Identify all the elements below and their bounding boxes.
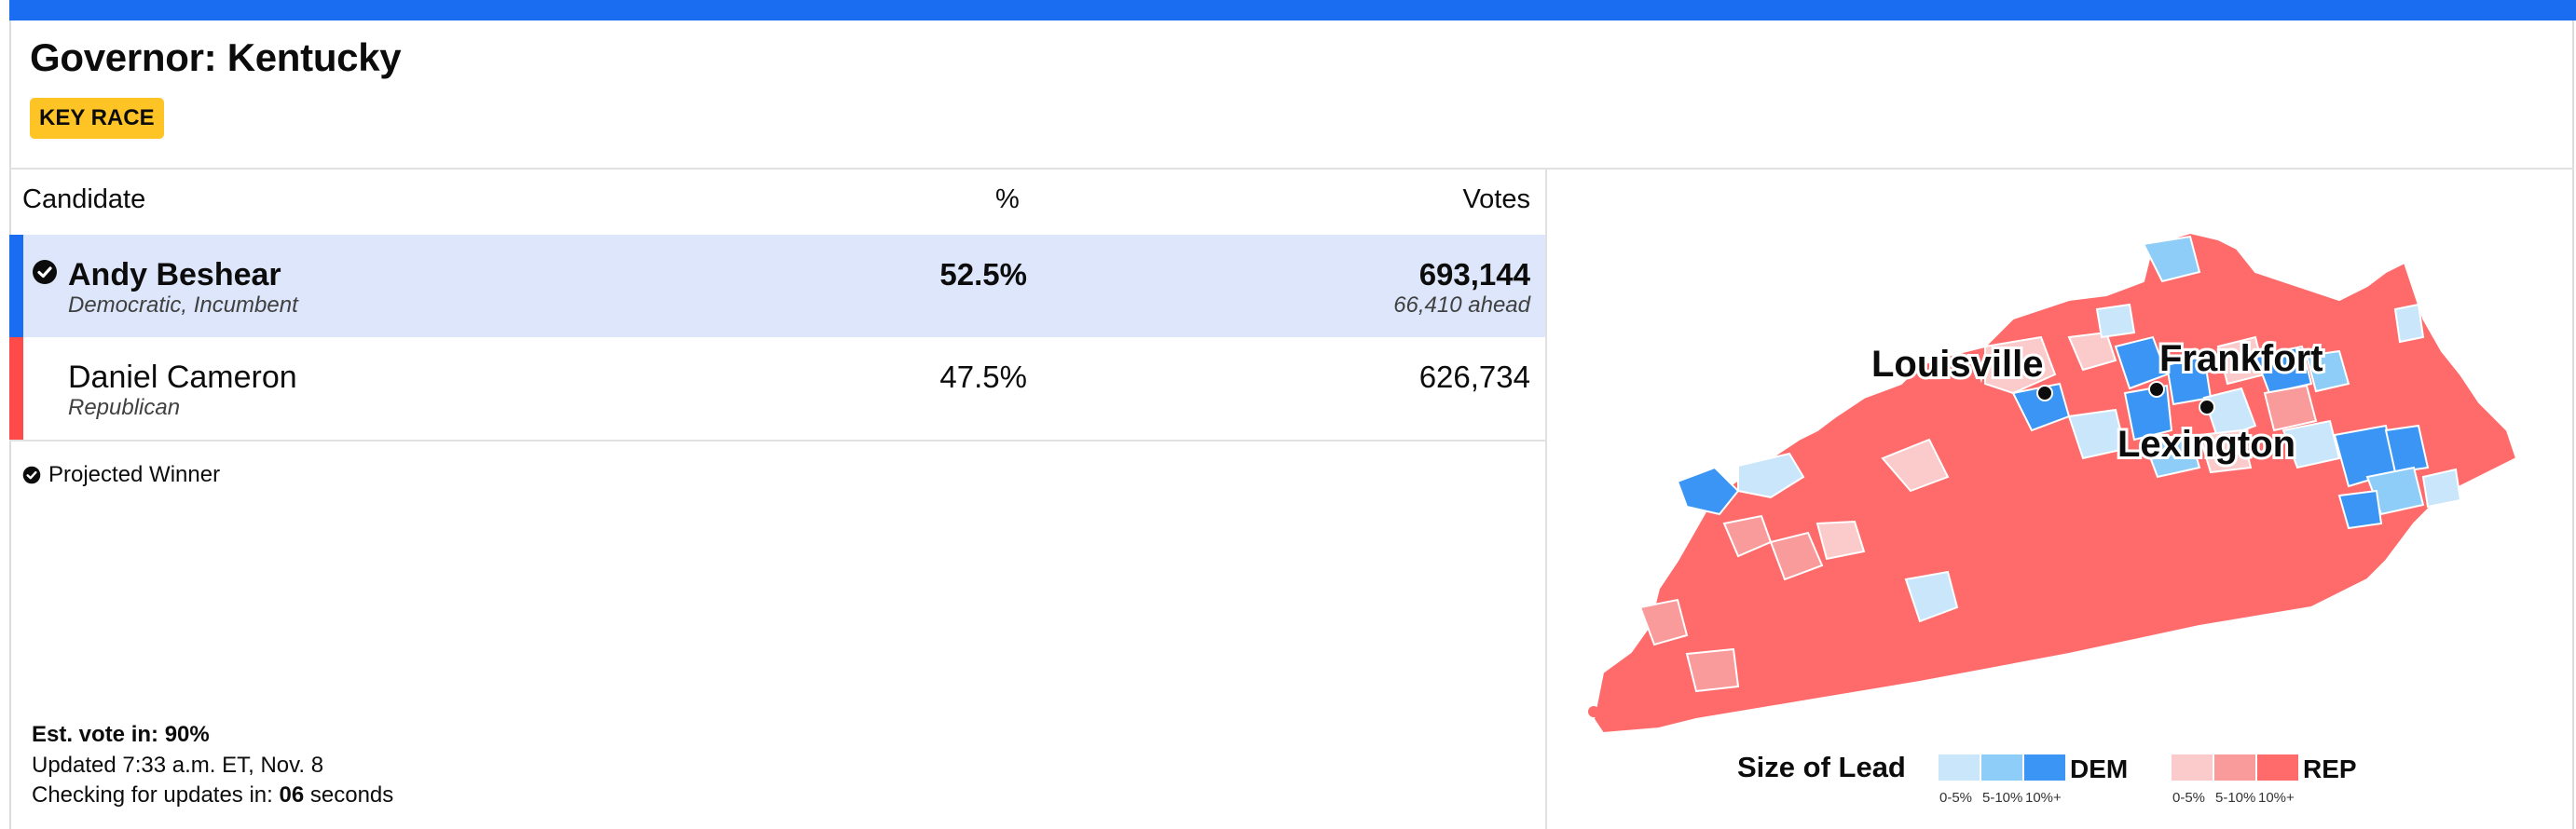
- candidate-name: Daniel Cameron: [68, 360, 297, 395]
- race-title: Governor: Kentucky: [30, 35, 402, 79]
- county-shape[interactable]: [2384, 424, 2430, 474]
- update-countdown: Checking for updates in: 06 seconds: [32, 782, 393, 809]
- key-race-badge: KEY RACE: [30, 98, 164, 139]
- legend-dem-label: DEM: [2070, 754, 2128, 783]
- county-shape[interactable]: [1881, 438, 1950, 493]
- countdown-prefix: Checking for updates in:: [32, 782, 280, 808]
- party-color-stripe: [9, 235, 23, 337]
- header-votes: Votes: [1462, 184, 1530, 214]
- legend-bin-label: 5-10%: [1982, 790, 2022, 806]
- updated-timestamp: Updated 7:33 a.m. ET, Nov. 8: [32, 753, 324, 778]
- county-shape[interactable]: [2142, 235, 2201, 283]
- louisville-marker[interactable]: [2036, 385, 2053, 401]
- county-shape[interactable]: [2142, 433, 2201, 479]
- county-shape[interactable]: [2254, 345, 2313, 395]
- header-percent: %: [995, 184, 1020, 214]
- county-shape[interactable]: [1676, 466, 1740, 516]
- county-shape[interactable]: [2202, 387, 2257, 442]
- county-shape[interactable]: [2263, 384, 2318, 432]
- county-shape[interactable]: [2393, 303, 2425, 344]
- est-vote-label: Est. vote in:: [32, 722, 165, 747]
- candidate-party: Republican: [68, 395, 181, 420]
- county-shape[interactable]: [1984, 335, 2057, 395]
- county-grid: [1638, 235, 2462, 693]
- countdown-seconds: 06: [279, 782, 305, 808]
- legend-bin-label: 0-5%: [2172, 790, 2205, 806]
- county-shape[interactable]: [2421, 468, 2462, 509]
- county-shape: [1588, 706, 1599, 717]
- candidate-votes: 693,144: [1418, 257, 1530, 292]
- votes-ahead: 66,410 ahead: [1393, 292, 1530, 318]
- winner-check-icon: [33, 260, 57, 284]
- county-shape[interactable]: [2198, 428, 2253, 474]
- county-shape[interactable]: [2067, 408, 2127, 460]
- lexington-marker[interactable]: [2199, 399, 2215, 415]
- column-divider: [1545, 168, 1547, 829]
- party-color-stripe: [9, 337, 23, 440]
- candidate-row-beshear[interactable]: Andy Beshear Democratic, Incumbent 52.5%…: [9, 235, 1545, 337]
- legend-title: Size of Lead: [1737, 751, 1906, 783]
- winner-check-icon: [22, 466, 41, 484]
- legend-swatch-dem-2: [2024, 754, 2065, 781]
- legend-bin-label: 10%+: [2025, 790, 2062, 806]
- legend-swatch-dem-1: [1981, 754, 2022, 781]
- candidate-percent: 47.5%: [939, 360, 1027, 394]
- legend-swatch-rep-2: [2257, 754, 2298, 781]
- city-label-frankfort: Frankfort: [2159, 338, 2323, 379]
- legend-rep-label: REP: [2303, 754, 2357, 783]
- header-candidate: Candidate: [22, 184, 146, 214]
- candidate-row-cameron[interactable]: Daniel Cameron Republican 47.5% 626,734: [9, 337, 1545, 442]
- county-shape[interactable]: [2281, 419, 2341, 469]
- projected-winner-legend: Projected Winner: [22, 462, 220, 488]
- candidate-votes: 626,734: [1418, 360, 1530, 394]
- candidate-party: Democratic, Incumbent: [68, 292, 298, 318]
- legend-bin-label: 0-5%: [1939, 790, 1972, 806]
- county-shape[interactable]: [2067, 331, 2117, 372]
- county-results-map[interactable]: Louisville Frankfort Lexington Size of L…: [1547, 170, 2574, 829]
- countdown-suffix: seconds: [304, 782, 394, 808]
- county-shape[interactable]: [2305, 349, 2350, 393]
- projected-winner-label: Projected Winner: [48, 462, 221, 487]
- header-divider: [9, 168, 2574, 170]
- city-label-louisville: Louisville: [1871, 344, 2044, 385]
- candidate-percent: 52.5%: [939, 257, 1027, 292]
- est-vote-value: 90%: [164, 722, 210, 747]
- county-shape[interactable]: [1685, 647, 1740, 693]
- legend-bin-label: 5-10%: [2215, 790, 2255, 806]
- legend-swatch-dem-0: [1939, 754, 1980, 781]
- est-vote-line: Est. vote in: 90%: [32, 722, 210, 748]
- city-label-lexington: Lexington: [2117, 424, 2295, 465]
- county-shape[interactable]: [1638, 598, 1689, 646]
- legend-swatch-rep-0: [2172, 754, 2213, 781]
- county-shape[interactable]: [1737, 452, 1805, 499]
- county-shape[interactable]: [1769, 531, 1824, 581]
- county-shape[interactable]: [2114, 335, 2169, 390]
- frankfort-marker[interactable]: [2148, 381, 2165, 398]
- county-shape[interactable]: [1816, 520, 1866, 561]
- candidate-name: Andy Beshear: [68, 257, 281, 292]
- top-accent-bar: [9, 0, 2576, 20]
- county-shape[interactable]: [2095, 303, 2136, 339]
- county-shape[interactable]: [1904, 570, 1959, 623]
- size-of-lead-legend: Size of Lead DEM 0-5% 5-10% 10%+ REP 0-5…: [1737, 751, 2357, 806]
- legend-bin-label: 10%+: [2258, 790, 2295, 806]
- legend-swatch-rep-1: [2214, 754, 2255, 781]
- county-shape[interactable]: [2337, 489, 2383, 530]
